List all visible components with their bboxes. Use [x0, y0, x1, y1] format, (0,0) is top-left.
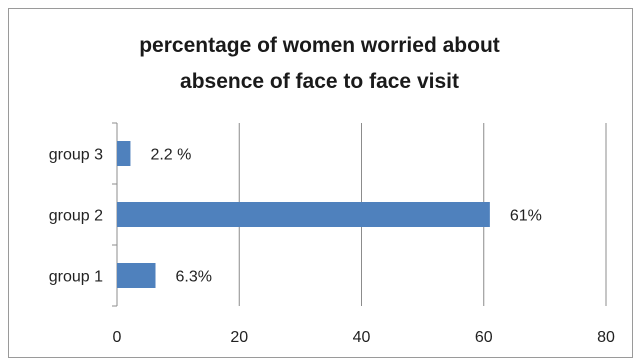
x-tick-label-4: 80 — [597, 329, 615, 346]
chart-title-line-1: percentage of women worried about — [139, 34, 500, 57]
x-tick-label-3: 60 — [475, 329, 493, 346]
chart-title-line-2: absence of face to face visit — [180, 70, 459, 93]
y-tick-label-group-3: group 3 — [49, 147, 103, 164]
y-tick-label-group-1: group 1 — [49, 269, 103, 286]
bar-group-1 — [117, 263, 156, 288]
x-tick-label-2: 40 — [353, 329, 371, 346]
x-tick-label-1: 20 — [230, 329, 248, 346]
data-label-group-2: 61% — [510, 208, 542, 225]
x-tick-label-0: 0 — [113, 329, 122, 346]
bar-group-2 — [117, 202, 490, 227]
chart-title: percentage of women worried about absenc… — [0, 28, 639, 100]
chart-frame — [8, 8, 633, 358]
bar-group-3 — [117, 141, 131, 166]
data-label-group-3: 2.2 % — [150, 147, 191, 164]
y-tick-label-group-2: group 2 — [49, 208, 103, 225]
data-label-group-1: 6.3% — [176, 269, 212, 286]
